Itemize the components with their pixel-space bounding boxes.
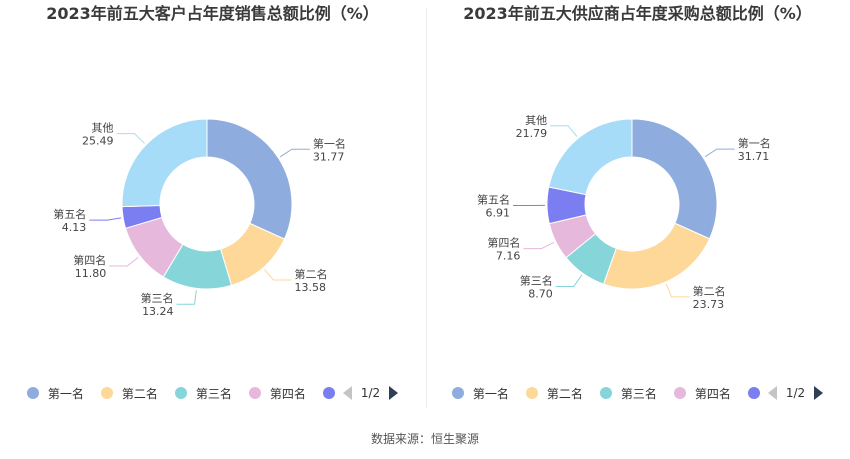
slice-value-label: 13.24: [142, 305, 174, 318]
slice-category-label: 第一名: [738, 136, 771, 150]
slice-value-label: 25.49: [82, 135, 114, 148]
donut-slice[interactable]: [206, 118, 293, 240]
slice-value-label: 8.70: [528, 287, 553, 300]
legend-label: 第三名: [195, 386, 232, 401]
label-leader-line: [704, 148, 735, 158]
legend-label: 第一名: [472, 386, 509, 401]
label-leader-line: [116, 133, 145, 144]
legend-item[interactable]: 第二名: [100, 385, 158, 402]
label-leader-line: [89, 217, 122, 221]
legend-item[interactable]: 第四名: [673, 385, 731, 402]
legend-item[interactable]: 第二名: [525, 385, 583, 402]
slice-value-label: 11.80: [75, 267, 107, 280]
legend-pager: 1/2: [342, 386, 399, 400]
slice-category-label: 第四名: [487, 236, 520, 250]
legend-label: 第三名: [620, 386, 657, 401]
page-next-icon[interactable]: [814, 386, 824, 400]
legend-marker: [100, 387, 113, 399]
slice-value-label: 13.58: [295, 281, 327, 294]
legend-marker: [673, 387, 686, 399]
legend-label: 第四名: [269, 386, 306, 401]
slice-value-label: 21.79: [516, 127, 548, 140]
label-leader-line: [550, 125, 578, 137]
legend-marker: [248, 387, 261, 399]
label-leader-line: [555, 274, 583, 287]
legend-marker-partial[interactable]: [747, 387, 760, 399]
slice-category-label: 第三名: [520, 273, 553, 287]
legend-marker: [451, 387, 464, 399]
slice-category-label: 其他: [91, 122, 113, 135]
legend-label: 第一名: [47, 386, 84, 401]
panel-divider: [426, 8, 427, 408]
legend-item[interactable]: 第三名: [599, 385, 657, 402]
legend-marker: [174, 387, 187, 399]
legend-label: 第四名: [694, 386, 731, 401]
legend-label: 第二名: [546, 386, 583, 401]
page-indicator: 1/2: [785, 386, 806, 400]
chart-title: 2023年前五大客户占年度销售总额比例（%）: [46, 4, 379, 23]
legend-marker: [599, 387, 612, 399]
page-next-icon[interactable]: [389, 386, 399, 400]
customer-chart-panel: 2023年前五大客户占年度销售总额比例（%） 第一名 31.77 第二名 13.58 第…: [0, 0, 425, 410]
slice-category-label: 第二名: [693, 284, 726, 298]
slice-value-label: 7.16: [496, 250, 521, 263]
donut-slice[interactable]: [548, 118, 633, 196]
label-leader-line: [523, 241, 555, 250]
legend-marker: [26, 387, 39, 399]
slice-value-label: 31.77: [313, 150, 345, 163]
legend-marker: [525, 387, 538, 399]
slice-value-label: 23.73: [693, 298, 725, 311]
legend-pager: 1/2: [767, 386, 824, 400]
slice-value-label: 31.71: [738, 150, 770, 163]
slice-category-label: 其他: [525, 114, 547, 127]
slice-category-label: 第三名: [141, 291, 174, 305]
slice-category-label: 第五名: [477, 193, 510, 207]
slice-category-label: 第二名: [295, 267, 328, 281]
legend-item[interactable]: 第一名: [26, 385, 84, 402]
donut-slice[interactable]: [602, 222, 711, 290]
slice-category-label: 第四名: [73, 253, 106, 267]
legend: 第一名 第二名 第三名 第四名 1/2: [0, 383, 425, 403]
label-leader-line: [109, 256, 139, 267]
slice-value-label: 4.13: [62, 221, 87, 234]
label-leader-line: [263, 269, 292, 281]
donut-slice[interactable]: [121, 118, 208, 208]
page-indicator: 1/2: [360, 386, 381, 400]
donut-slice[interactable]: [631, 118, 718, 240]
legend-label: 第二名: [121, 386, 158, 401]
legend: 第一名 第二名 第三名 第四名 1/2: [425, 383, 850, 403]
slice-value-label: 6.91: [486, 207, 511, 220]
chart-title: 2023年前五大供应商占年度采购总额比例（%）: [463, 4, 812, 23]
label-leader-line: [665, 283, 690, 298]
page-prev-icon[interactable]: [767, 386, 777, 400]
supplier-chart-panel: 2023年前五大供应商占年度采购总额比例（%） 第一名 31.71 第二名 23.73…: [425, 0, 850, 410]
data-source: 数据来源：恒生聚源: [370, 432, 479, 446]
slice-category-label: 第五名: [53, 207, 86, 221]
legend-item[interactable]: 第四名: [248, 385, 306, 402]
legend-item[interactable]: 第一名: [451, 385, 509, 402]
label-leader-line: [279, 148, 310, 158]
label-leader-line: [176, 290, 197, 305]
page-prev-icon[interactable]: [342, 386, 352, 400]
legend-marker-partial[interactable]: [322, 387, 335, 399]
slice-category-label: 第一名: [313, 136, 346, 150]
legend-item[interactable]: 第三名: [174, 385, 232, 402]
